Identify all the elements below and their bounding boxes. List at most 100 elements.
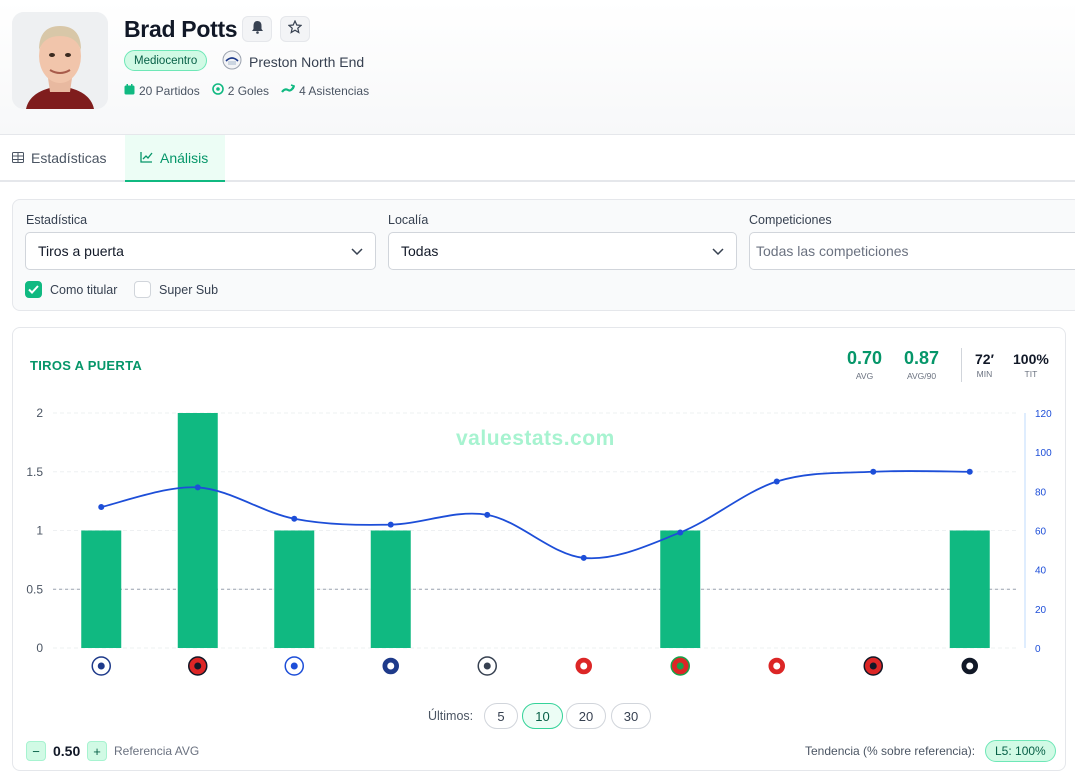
line-point — [966, 468, 973, 475]
bar — [660, 530, 701, 648]
ball-icon — [211, 83, 224, 98]
last-10-button[interactable]: 10 — [522, 703, 563, 729]
y2-tick-label: 20 — [1035, 605, 1047, 616]
matches-value: 20 Partidos — [139, 83, 200, 98]
y2-tick-label: 40 — [1035, 566, 1047, 577]
team-crest-icon — [869, 662, 877, 670]
competitions-placeholder: Todas las competiciones — [756, 243, 909, 259]
ref-value: 0.50 — [53, 743, 81, 759]
team-info[interactable]: Preston North End — [222, 50, 364, 73]
venue-select-value: Todas — [401, 243, 439, 259]
line-point — [291, 515, 298, 522]
line-point — [387, 521, 394, 528]
kpi-starter-value: 100% — [1013, 351, 1049, 367]
last-20-button[interactable]: 20 — [566, 703, 606, 729]
y-tick-label: 1.5 — [26, 465, 43, 479]
ref-increase-button[interactable]: + — [87, 741, 107, 761]
filters-panel: Estadística Tiros a puerta Localía Todas… — [12, 199, 1075, 311]
team-crest-icon — [222, 50, 242, 73]
team-name: Preston North End — [249, 53, 365, 70]
chevron-down-icon — [712, 244, 724, 261]
player-avatar — [12, 12, 108, 109]
stat-select-value: Tiros a puerta — [38, 243, 124, 259]
starter-checkbox[interactable]: Como titular — [25, 281, 117, 298]
calendar-icon — [124, 83, 135, 98]
supersub-label: Super Sub — [159, 282, 219, 297]
y2-tick-label: 80 — [1035, 487, 1047, 498]
kpi-avg90-label: AVG/90 — [906, 371, 937, 381]
tab-statistics-label: Estadísticas — [31, 149, 107, 166]
team-crest-icon — [290, 662, 298, 670]
goals-value: 2 Goles — [227, 83, 270, 98]
tab-analysis-label: Análisis — [160, 149, 209, 166]
kpi-avg90-value: 0.87 — [904, 348, 940, 368]
venue-select[interactable]: Todas — [388, 232, 737, 270]
trend-badge: L5: 100% — [985, 740, 1056, 762]
line-point — [98, 504, 105, 510]
stat-select[interactable]: Tiros a puerta — [25, 232, 376, 270]
favorite-button[interactable] — [280, 16, 310, 42]
bar — [81, 530, 122, 648]
team-crest-icon — [97, 662, 105, 670]
player-stats: 20 Partidos 2 Goles 4 Asistencias — [124, 83, 369, 98]
line-point — [484, 511, 491, 518]
stat-label: Estadística — [26, 213, 88, 227]
venue-label: Localía — [388, 213, 429, 227]
team-crest-icon — [676, 662, 684, 670]
competitions-select[interactable]: Todas las competiciones — [749, 232, 1075, 270]
starter-label: Como titular — [50, 282, 118, 297]
line-point — [773, 478, 780, 485]
kpi-starter-label: TIT — [1024, 369, 1038, 379]
kpi-separator — [961, 348, 962, 382]
kpi-minutes: 72′ MIN — [975, 348, 994, 379]
y-tick-label: 2 — [36, 406, 43, 420]
kpi-avg-value: 0.70 — [847, 348, 883, 368]
y2-tick-label: 60 — [1035, 527, 1047, 538]
assists-stat: 4 Asistencias — [281, 83, 369, 98]
y2-tick-label: 120 — [1035, 409, 1052, 420]
chart-card: TIROS A PUERTA 0.70 AVG 0.87 AVG/90 72′ … — [12, 327, 1066, 771]
checkbox-checked-icon[interactable] — [25, 281, 42, 298]
kpi-avg: 0.70 AVG — [847, 348, 882, 381]
bell-icon — [251, 20, 264, 39]
ref-label: Referencia AVG — [114, 744, 200, 758]
kpi-avg-label: AVG — [855, 371, 874, 381]
star-icon — [287, 19, 303, 39]
position-badge: Mediocentro — [124, 50, 208, 71]
last-5-button[interactable]: 5 — [484, 703, 518, 729]
bar — [274, 530, 315, 648]
team-crest-icon — [387, 662, 395, 670]
team-crest-icon — [966, 662, 974, 670]
chart-title: TIROS A PUERTA — [30, 358, 143, 373]
team-crest-icon — [580, 662, 588, 670]
assists-value: 4 Asistencias — [299, 83, 370, 98]
ref-decrease-button[interactable]: − — [26, 741, 46, 761]
bar — [370, 530, 411, 648]
goals-stat: 2 Goles — [211, 83, 270, 98]
trend-label: Tendencia (% sobre referencia): — [805, 744, 976, 758]
kpi-minutes-value: 72′ — [975, 351, 994, 367]
tab-statistics[interactable]: Estadísticas — [0, 135, 118, 180]
chevron-down-icon — [351, 244, 363, 261]
y-tick-label: 1 — [36, 524, 43, 538]
y-tick-label: 0.5 — [26, 582, 43, 596]
team-crest-icon — [483, 662, 491, 670]
player-header: Brad Potts Mediocentro Preston North End… — [0, 0, 1075, 135]
line-point — [194, 484, 201, 491]
kpi-starter: 100% TIT — [1013, 348, 1049, 379]
bar — [177, 413, 218, 648]
notify-button[interactable] — [242, 16, 272, 42]
line-point — [580, 554, 587, 561]
kpi-avg90: 0.87 AVG/90 — [904, 348, 939, 381]
last-30-button[interactable]: 30 — [611, 703, 651, 729]
minutes-line — [101, 470, 970, 560]
bar — [949, 530, 990, 648]
watermark: valuestats.com — [456, 427, 615, 450]
tab-analysis[interactable]: Análisis — [125, 135, 225, 182]
checkbox-unchecked-icon[interactable] — [134, 281, 151, 298]
tab-bar: Estadísticas Análisis — [0, 135, 1075, 182]
matches-stat: 20 Partidos — [124, 83, 200, 98]
supersub-checkbox[interactable]: Super Sub — [134, 281, 218, 298]
y2-tick-label: 0 — [1035, 644, 1041, 655]
